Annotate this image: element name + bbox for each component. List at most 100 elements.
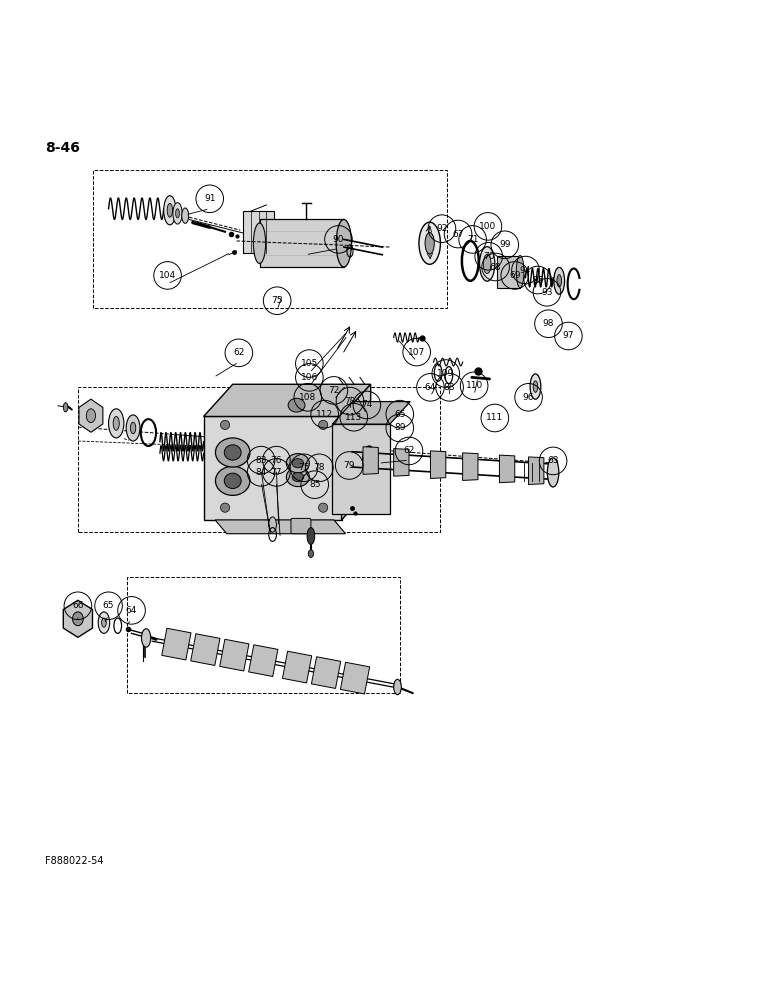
Text: 97: 97 bbox=[563, 331, 574, 340]
Ellipse shape bbox=[308, 550, 313, 557]
Ellipse shape bbox=[292, 472, 303, 482]
Circle shape bbox=[319, 503, 328, 512]
Ellipse shape bbox=[394, 679, 401, 695]
Text: 85: 85 bbox=[309, 480, 320, 489]
Text: 70: 70 bbox=[483, 252, 494, 261]
Polygon shape bbox=[341, 384, 371, 520]
Polygon shape bbox=[363, 447, 378, 474]
Text: 108: 108 bbox=[300, 393, 317, 402]
Polygon shape bbox=[215, 520, 346, 534]
Text: 68: 68 bbox=[490, 263, 501, 272]
Text: 62: 62 bbox=[403, 446, 415, 455]
Polygon shape bbox=[191, 634, 220, 665]
Polygon shape bbox=[79, 399, 103, 432]
Ellipse shape bbox=[253, 223, 266, 263]
Ellipse shape bbox=[425, 233, 435, 254]
Ellipse shape bbox=[225, 445, 241, 460]
Text: 66: 66 bbox=[72, 601, 83, 610]
Ellipse shape bbox=[215, 438, 250, 467]
Ellipse shape bbox=[168, 203, 173, 217]
Ellipse shape bbox=[530, 374, 541, 399]
Text: 65: 65 bbox=[103, 601, 114, 610]
Text: 94: 94 bbox=[520, 266, 531, 275]
Text: 63: 63 bbox=[547, 456, 559, 465]
Text: 65: 65 bbox=[394, 410, 405, 419]
Text: 113: 113 bbox=[345, 413, 362, 422]
Ellipse shape bbox=[141, 629, 151, 647]
Text: 98: 98 bbox=[543, 319, 554, 328]
Ellipse shape bbox=[102, 618, 107, 627]
Text: 93: 93 bbox=[541, 288, 553, 297]
Ellipse shape bbox=[113, 416, 120, 430]
Text: 104: 104 bbox=[159, 271, 176, 280]
Text: 112: 112 bbox=[316, 410, 334, 419]
Polygon shape bbox=[259, 219, 344, 267]
Ellipse shape bbox=[175, 209, 179, 218]
Polygon shape bbox=[204, 384, 371, 416]
Ellipse shape bbox=[288, 398, 305, 412]
Ellipse shape bbox=[225, 473, 241, 489]
Polygon shape bbox=[63, 600, 93, 637]
Polygon shape bbox=[333, 424, 390, 514]
FancyBboxPatch shape bbox=[291, 518, 311, 534]
Circle shape bbox=[319, 420, 328, 429]
Text: 91: 91 bbox=[204, 194, 215, 203]
Ellipse shape bbox=[286, 454, 310, 473]
Text: 75: 75 bbox=[298, 463, 310, 472]
Ellipse shape bbox=[109, 409, 124, 438]
Ellipse shape bbox=[557, 275, 561, 287]
Polygon shape bbox=[162, 628, 191, 660]
Ellipse shape bbox=[547, 458, 559, 487]
Text: 100: 100 bbox=[479, 222, 496, 231]
Polygon shape bbox=[249, 645, 278, 676]
Polygon shape bbox=[431, 451, 445, 478]
Ellipse shape bbox=[483, 254, 491, 274]
Ellipse shape bbox=[479, 247, 495, 281]
Text: 69: 69 bbox=[509, 271, 520, 280]
Text: 109: 109 bbox=[437, 369, 455, 378]
Ellipse shape bbox=[73, 612, 83, 626]
Text: 90: 90 bbox=[333, 235, 344, 244]
Ellipse shape bbox=[516, 256, 524, 288]
Text: 71: 71 bbox=[467, 235, 479, 244]
Polygon shape bbox=[333, 402, 410, 424]
Text: 73: 73 bbox=[344, 397, 356, 406]
FancyBboxPatch shape bbox=[243, 211, 274, 253]
Text: 67: 67 bbox=[452, 230, 464, 239]
Polygon shape bbox=[204, 416, 341, 520]
Circle shape bbox=[221, 420, 229, 429]
Text: 96: 96 bbox=[523, 393, 534, 402]
Text: 64: 64 bbox=[126, 606, 137, 615]
Ellipse shape bbox=[181, 208, 188, 223]
Polygon shape bbox=[394, 449, 409, 476]
Polygon shape bbox=[283, 651, 312, 683]
Ellipse shape bbox=[173, 203, 182, 224]
Ellipse shape bbox=[292, 459, 303, 468]
Ellipse shape bbox=[126, 415, 140, 441]
Polygon shape bbox=[497, 256, 520, 288]
Text: 72: 72 bbox=[328, 386, 340, 395]
Ellipse shape bbox=[419, 222, 440, 264]
Text: 64: 64 bbox=[425, 383, 436, 392]
Ellipse shape bbox=[307, 528, 315, 544]
Text: 75: 75 bbox=[272, 296, 283, 305]
Text: 8-46: 8-46 bbox=[45, 141, 80, 155]
Text: F888022-54: F888022-54 bbox=[45, 856, 103, 866]
Text: 62: 62 bbox=[233, 348, 245, 357]
Text: 110: 110 bbox=[466, 381, 482, 390]
Ellipse shape bbox=[269, 517, 276, 532]
Ellipse shape bbox=[286, 467, 310, 487]
Circle shape bbox=[221, 503, 229, 512]
Text: 106: 106 bbox=[301, 373, 318, 382]
Text: 107: 107 bbox=[408, 348, 425, 357]
Text: 111: 111 bbox=[486, 413, 503, 422]
Ellipse shape bbox=[164, 196, 176, 225]
Ellipse shape bbox=[215, 466, 250, 495]
Text: 92: 92 bbox=[436, 224, 448, 233]
Polygon shape bbox=[340, 662, 370, 694]
Ellipse shape bbox=[98, 612, 110, 633]
Ellipse shape bbox=[86, 409, 96, 423]
Text: 88: 88 bbox=[444, 383, 455, 392]
Ellipse shape bbox=[533, 381, 538, 392]
Text: 76: 76 bbox=[271, 456, 282, 465]
